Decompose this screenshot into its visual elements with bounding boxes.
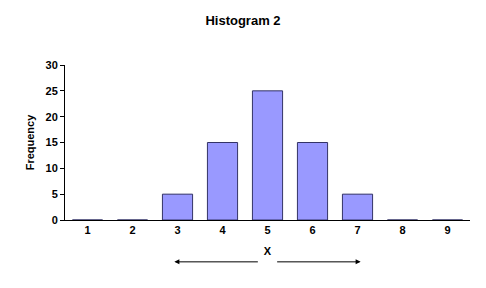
- svg-text:4: 4: [219, 224, 226, 236]
- svg-text:30: 30: [46, 59, 58, 71]
- svg-text:25: 25: [46, 85, 58, 97]
- svg-text:0: 0: [52, 214, 58, 226]
- svg-text:2: 2: [129, 224, 135, 236]
- svg-text:Frequency: Frequency: [24, 114, 36, 171]
- svg-text:1: 1: [84, 224, 90, 236]
- svg-text:5: 5: [264, 224, 270, 236]
- svg-text:10: 10: [46, 162, 58, 174]
- svg-text:5: 5: [52, 188, 58, 200]
- svg-text:6: 6: [309, 224, 315, 236]
- svg-text:3: 3: [174, 224, 180, 236]
- svg-text:X: X: [264, 245, 272, 257]
- svg-text:15: 15: [46, 136, 58, 148]
- svg-text:8: 8: [399, 224, 405, 236]
- svg-text:20: 20: [46, 111, 58, 123]
- svg-text:7: 7: [354, 224, 360, 236]
- svg-text:Histogram 2: Histogram 2: [205, 13, 280, 28]
- svg-text:9: 9: [444, 224, 450, 236]
